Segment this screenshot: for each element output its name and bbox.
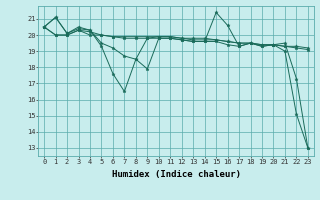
X-axis label: Humidex (Indice chaleur): Humidex (Indice chaleur) <box>111 170 241 179</box>
